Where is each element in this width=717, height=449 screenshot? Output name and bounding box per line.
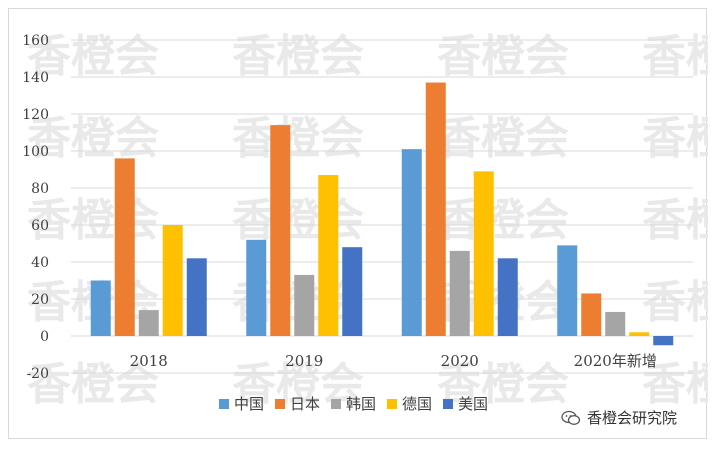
bar (425, 82, 446, 336)
watermark-text: 香橙会 (642, 31, 708, 82)
legend-swatch (443, 399, 453, 409)
x-axis-categories: 2018 2019 2020 2020年新增 (130, 352, 657, 370)
bars (90, 82, 674, 346)
bar (186, 258, 207, 336)
bar (138, 310, 159, 336)
bar (90, 280, 111, 336)
bar (581, 293, 602, 336)
bar (294, 274, 315, 336)
bar (401, 149, 422, 336)
legend-swatch (331, 399, 341, 409)
bar (497, 258, 518, 336)
y-tick-label: 80 (31, 181, 49, 197)
watermark-text: 香橙会 (27, 195, 159, 246)
legend-swatch (387, 399, 397, 409)
legend-label: 德国 (402, 395, 432, 413)
watermark-text: 香橙会 (437, 113, 569, 164)
bar (114, 158, 135, 336)
watermark-text: 香橙会 (642, 359, 708, 410)
x-category-label: 2020 (441, 352, 479, 370)
legend-swatch (275, 399, 285, 409)
bar (342, 247, 363, 336)
bar (629, 332, 650, 336)
watermark-text: 香橙会 (437, 359, 569, 410)
watermark-text: 香橙会 (437, 31, 569, 82)
legend-label: 韩国 (346, 395, 376, 413)
bar (246, 239, 267, 336)
brand-badge: 香橙会研究院 (561, 407, 677, 428)
y-tick-label: 140 (22, 70, 49, 86)
y-tick-label: 160 (22, 33, 49, 49)
y-axis-ticks: -20 0 20 40 60 80 100 120 140 160 (22, 33, 49, 382)
x-category-label: 2019 (285, 352, 323, 370)
legend: 中国 日本 韩国 德国 美国 (219, 395, 488, 413)
y-tick-label: 100 (22, 144, 49, 160)
brand-label: 香橙会研究院 (587, 409, 678, 427)
y-tick-label: 60 (31, 218, 49, 234)
chart-frame: 香橙会香橙会香橙会香橙会香橙会香橙会香橙会香橙会香橙会香橙会香橙会香橙会香橙会香… (8, 8, 708, 439)
wechat-icon (561, 410, 581, 425)
watermark-text: 香橙会 (642, 113, 708, 164)
watermark-text: 香橙会 (27, 113, 159, 164)
legend-label: 日本 (290, 395, 320, 413)
bar (449, 250, 470, 336)
bar (162, 225, 183, 336)
x-category-label: 2018 (130, 352, 168, 370)
bar (653, 336, 674, 346)
y-tick-label: 120 (22, 107, 49, 123)
watermark-text: 香橙会 (437, 195, 569, 246)
legend-label: 中国 (234, 395, 264, 413)
watermark-text: 香橙会 (642, 195, 708, 246)
y-tick-label: -20 (26, 366, 49, 382)
bar (270, 125, 291, 336)
watermark-text: 香橙会 (232, 359, 364, 410)
watermark-text: 香橙会 (232, 31, 364, 82)
watermark-text: 香橙会 (27, 359, 159, 410)
bar (557, 245, 578, 336)
bar-chart: 香橙会香橙会香橙会香橙会香橙会香橙会香橙会香橙会香橙会香橙会香橙会香橙会香橙会香… (22, 31, 708, 413)
legend-label: 美国 (458, 395, 488, 413)
y-tick-label: 0 (40, 329, 49, 345)
legend-swatch (219, 399, 229, 409)
watermark-text: 香橙会 (232, 113, 364, 164)
bar (318, 175, 339, 336)
x-category-label: 2020年新增 (574, 352, 657, 370)
y-tick-label: 20 (31, 292, 49, 308)
y-tick-label: 40 (31, 255, 49, 271)
watermark-text: 香橙会 (232, 195, 364, 246)
bar (473, 171, 494, 336)
watermark-text: 香橙会 (642, 277, 708, 328)
bar (605, 311, 626, 336)
